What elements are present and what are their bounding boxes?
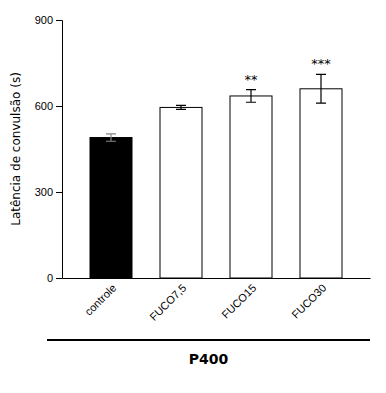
x-tick-label: FUCO30 — [289, 282, 328, 321]
y-tick-label: 900 — [35, 14, 53, 26]
significance-label: ** — [245, 72, 259, 87]
bar — [230, 96, 272, 278]
y-tick-label: 600 — [35, 100, 53, 112]
x-tick-label: FUCO15 — [219, 282, 258, 321]
y-tick-mark — [56, 278, 62, 279]
plot: 0300600900controleFUCO7,5FUCO15FUCO30***… — [35, 14, 371, 323]
significance-label: *** — [311, 56, 331, 71]
y-tick-mark — [56, 106, 62, 107]
error-bar — [176, 105, 186, 109]
y-tick-mark — [56, 20, 62, 21]
chart: 0300600900controleFUCO7,5FUCO15FUCO30***… — [0, 0, 386, 393]
x-tick-label: controle — [82, 282, 118, 318]
y-tick-mark — [56, 192, 62, 193]
x-tick: FUCO7,5 — [147, 282, 188, 323]
error-bar — [106, 134, 116, 141]
y-tick: 600 — [35, 100, 62, 112]
x-axis-line — [63, 278, 371, 279]
error-bar — [246, 90, 256, 103]
y-tick: 300 — [35, 186, 62, 198]
y-axis-title: Latência de convulsão (s) — [9, 72, 23, 226]
significance: ***** — [245, 56, 332, 86]
x-tick-label: FUCO7,5 — [147, 282, 188, 323]
x-axis: controle FUCO7,5 FUCO15 FUCO30 — [63, 279, 371, 323]
x-axis-title: P400 — [189, 351, 229, 367]
y-tick-label: 0 — [47, 272, 53, 284]
bar — [160, 107, 202, 278]
x-tick: FUCO15 — [219, 282, 258, 321]
y-axis-line — [56, 21, 63, 279]
x-tick: controle — [82, 282, 118, 318]
y-tick-label: 300 — [35, 186, 53, 198]
y-tick: 0 — [47, 272, 62, 284]
bar — [90, 138, 132, 278]
error-bar — [316, 74, 326, 103]
x-tick: FUCO30 — [289, 282, 328, 321]
y-tick: 900 — [35, 14, 62, 26]
bar — [300, 89, 342, 278]
y-axis: 0 300 600 900 — [35, 14, 63, 284]
group-line — [47, 339, 370, 341]
bars — [90, 74, 342, 278]
